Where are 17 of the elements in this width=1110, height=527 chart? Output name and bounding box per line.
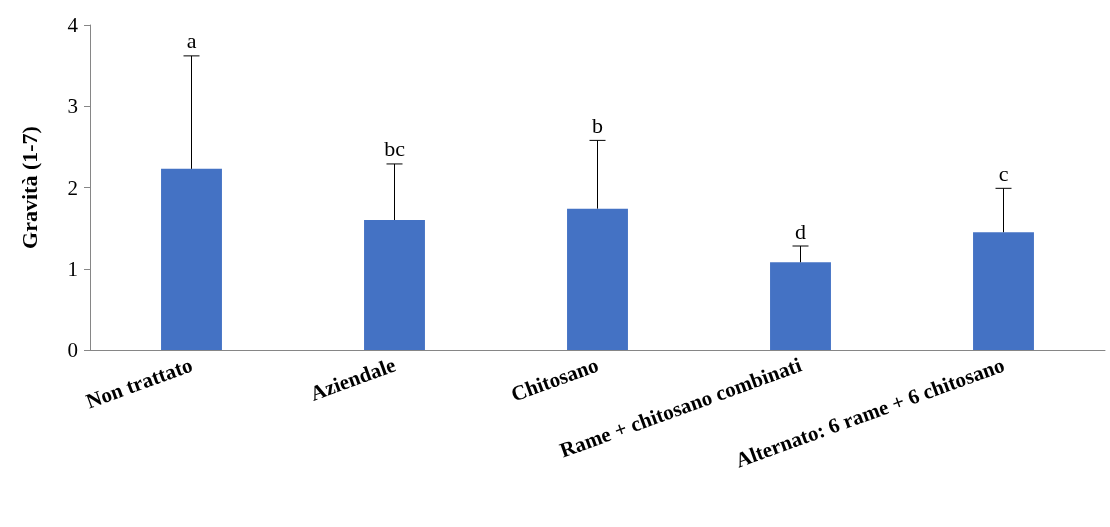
y-axis-title: Gravità (1-7) [16, 126, 42, 249]
y-tick-label: 1 [67, 256, 78, 281]
y-tick-label: 0 [67, 338, 78, 362]
bar [567, 208, 628, 350]
annotation: a [186, 28, 197, 54]
x-tick-label: Non trattato [82, 352, 196, 414]
y-tick-label: 4 [67, 13, 79, 37]
bar [770, 262, 831, 350]
annotation: c [998, 160, 1009, 186]
annotation: b [592, 112, 603, 138]
y-tick-label: 3 [67, 94, 78, 119]
annotation: bc [384, 136, 406, 162]
bar [161, 168, 222, 350]
y-tick-label: 2 [67, 175, 78, 200]
annotation: d [795, 218, 806, 244]
bar [973, 232, 1034, 350]
bar [364, 220, 425, 350]
